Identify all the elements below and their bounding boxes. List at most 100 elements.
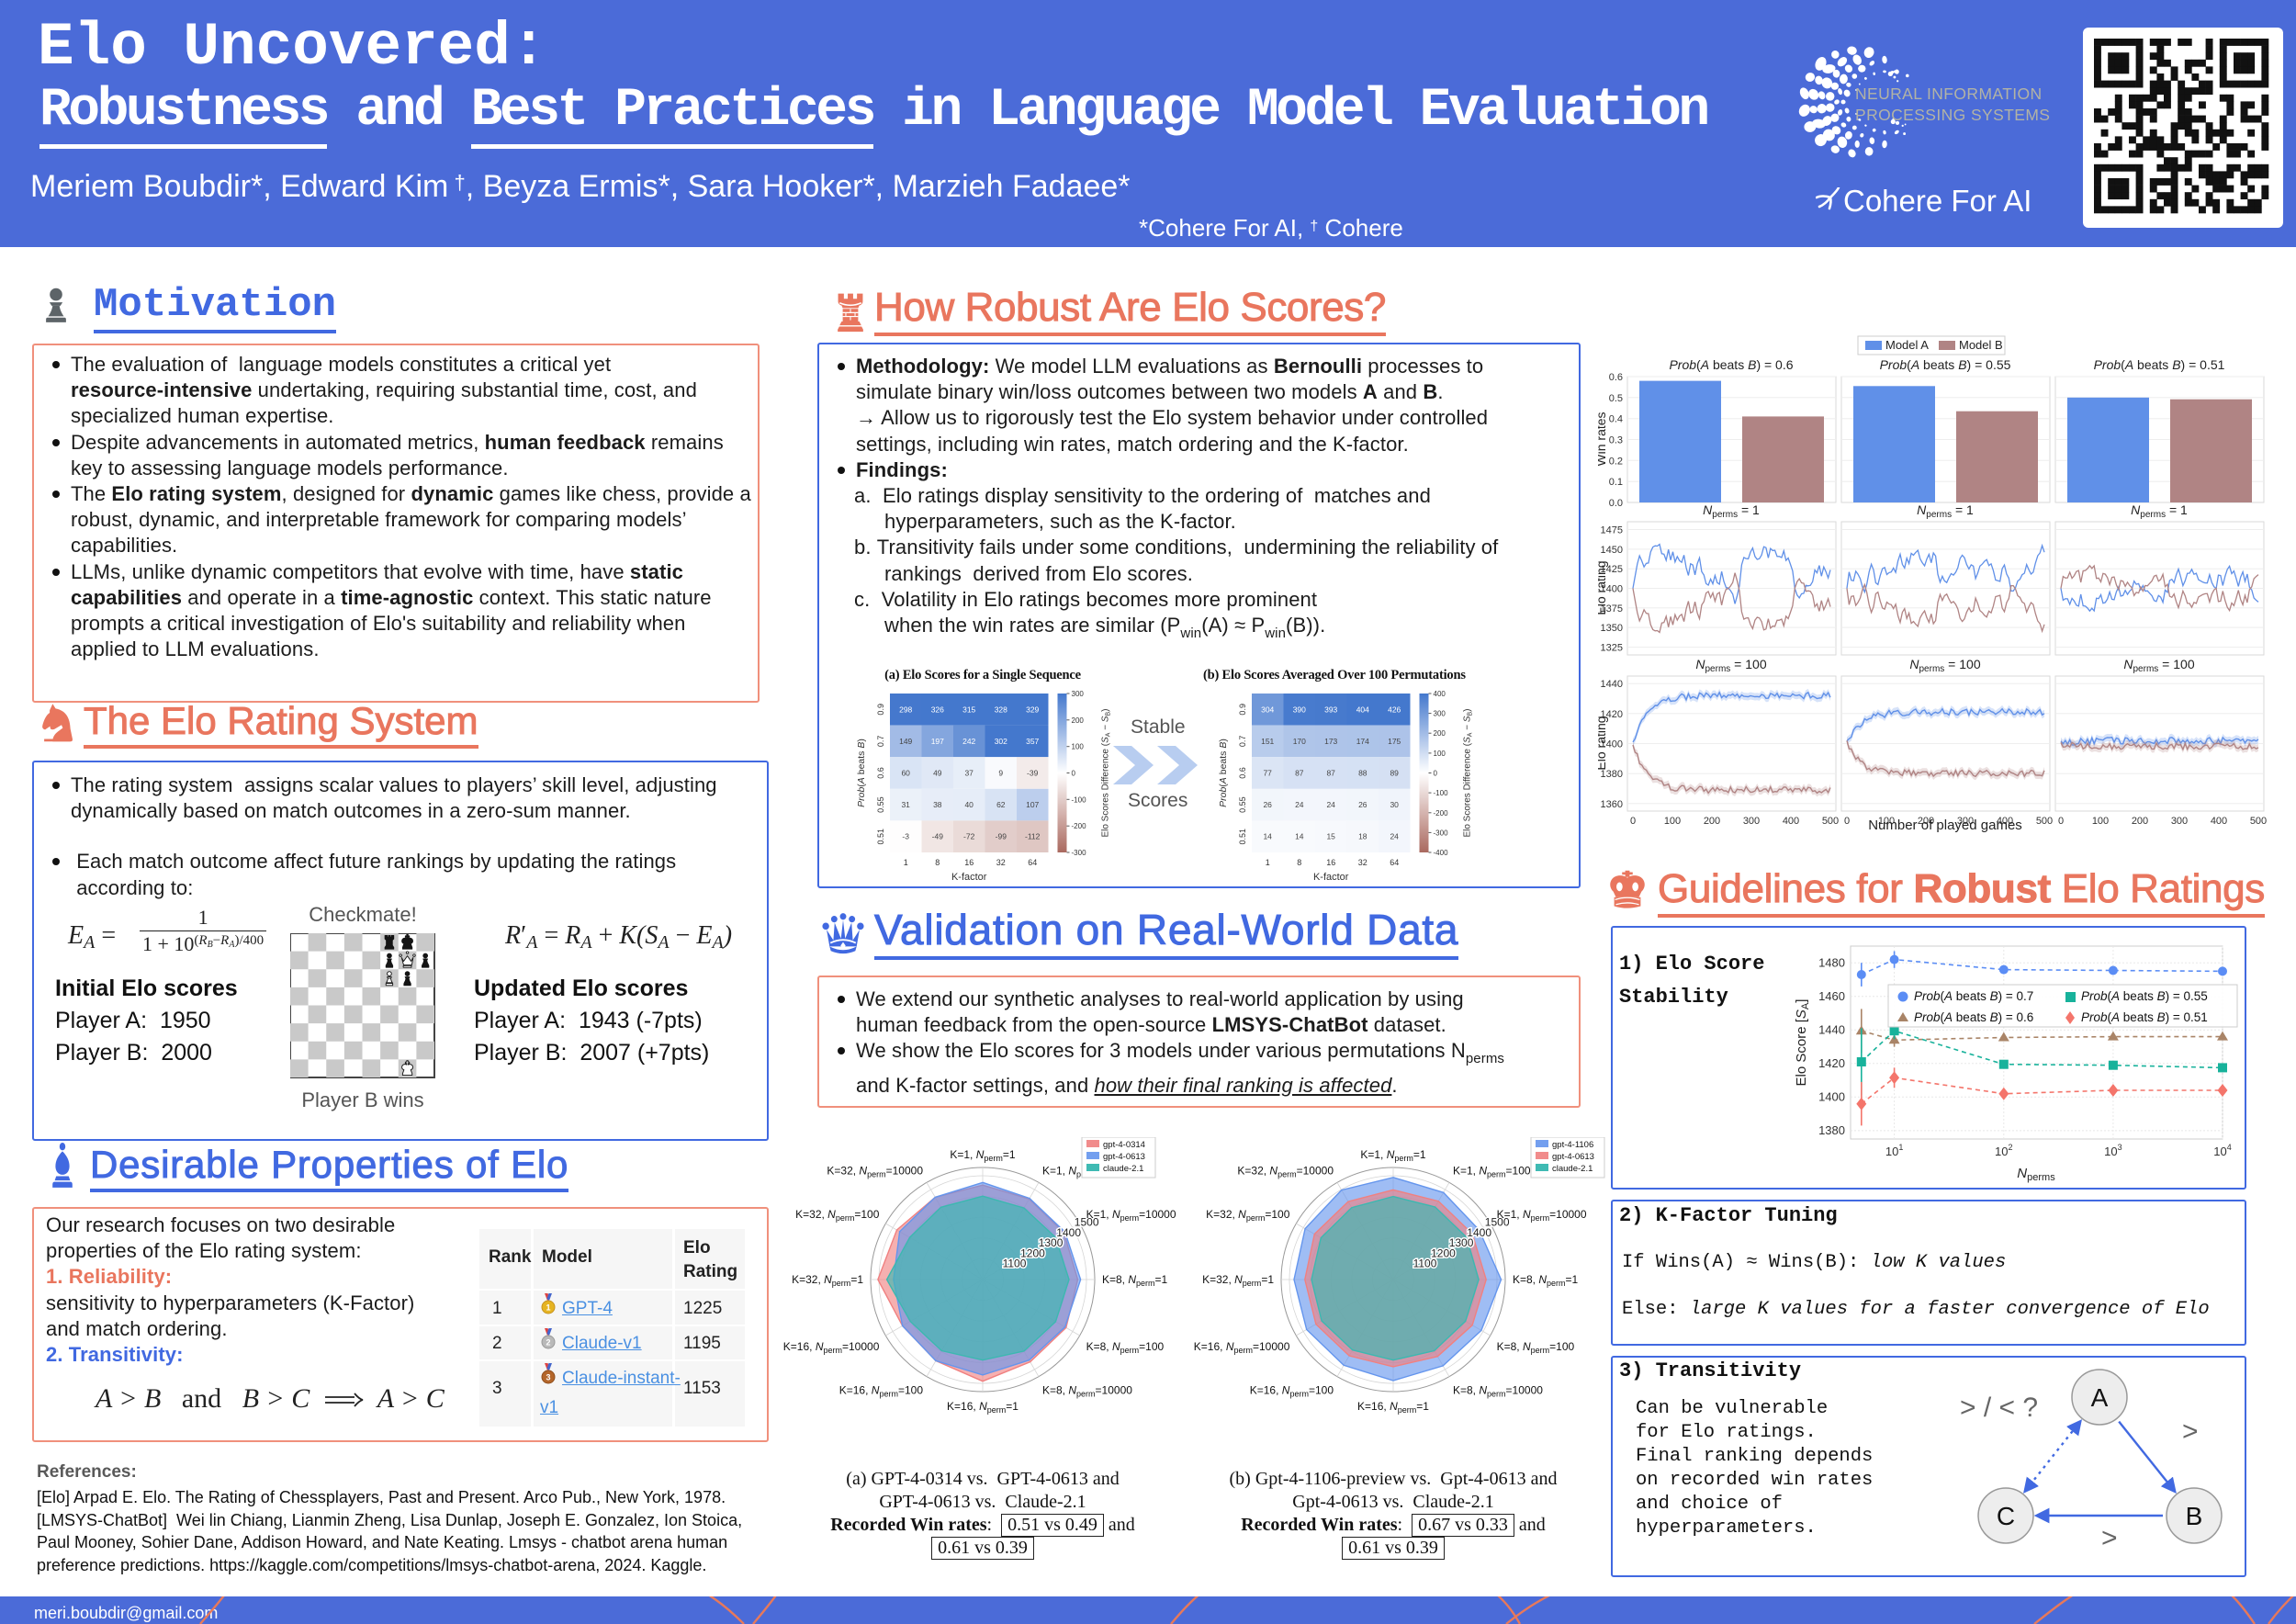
svg-text:K-factor: K-factor [951,872,987,883]
svg-text:NEURAL INFORMATION: NEURAL INFORMATION [1855,85,2043,103]
svg-text:1400: 1400 [1056,1226,1081,1239]
svg-text:Nperms = 100: Nperms = 100 [2123,657,2194,674]
svg-text:24: 24 [1326,800,1335,809]
svg-text:K=16, Nperm=1: K=16, Nperm=1 [947,1400,1019,1415]
svg-text:-400: -400 [1434,849,1449,857]
svg-text:1200: 1200 [1020,1246,1045,1259]
svg-text:1420: 1420 [1601,709,1623,720]
svg-text:304: 304 [1261,705,1274,714]
svg-text:300: 300 [1957,816,1974,827]
svg-text:K=32, Nperm=100: K=32, Nperm=100 [1206,1208,1290,1223]
svg-text:173: 173 [1324,737,1337,746]
svg-text:1375: 1375 [1601,603,1623,615]
svg-text:K=8, Nperm=100: K=8, Nperm=100 [1086,1340,1165,1355]
svg-text:K=16, Nperm=10000: K=16, Nperm=10000 [783,1340,880,1355]
svg-text:gpt-4-1106: gpt-4-1106 [1552,1140,1593,1150]
svg-text:Prob(A beats B) = 0.55: Prob(A beats B) = 0.55 [1880,357,2011,372]
svg-text:1: 1 [546,1303,550,1313]
svg-text:1450: 1450 [1601,545,1623,556]
svg-text:149: 149 [899,737,912,746]
svg-text:30: 30 [1390,800,1399,809]
svg-text:1325: 1325 [1601,643,1623,654]
svg-text:1440: 1440 [1601,679,1623,690]
svg-text:> / < ?: > / < ? [1960,1393,2038,1423]
svg-text:300: 300 [1743,816,1760,827]
svg-text:500: 500 [1822,816,1839,827]
svg-text:K=16, Nperm=100: K=16, Nperm=100 [1250,1384,1334,1399]
svg-text:-3: -3 [902,832,909,841]
svg-text:100: 100 [1878,816,1895,827]
svg-text:1400: 1400 [1601,584,1623,595]
svg-text:200: 200 [1072,716,1085,725]
svg-text:1420: 1420 [1818,1056,1845,1070]
svg-text:8: 8 [935,858,940,867]
svg-text:1350: 1350 [1601,623,1623,634]
svg-text:Elo rating: Elo rating [1598,716,1608,770]
svg-text:357: 357 [1026,737,1039,746]
svg-text:1100: 1100 [1413,1257,1437,1270]
svg-text:1460: 1460 [1818,989,1845,1003]
svg-text:18: 18 [1358,832,1367,841]
svg-text:0.51: 0.51 [1238,829,1247,845]
svg-text:gpt-4-0314: gpt-4-0314 [1103,1140,1145,1150]
svg-text:49: 49 [933,769,942,778]
svg-text:9: 9 [998,769,1003,778]
svg-text:88: 88 [1358,769,1367,778]
svg-text:-200: -200 [1072,822,1087,830]
svg-text:100: 100 [1434,750,1446,758]
svg-text:Prob(A beats B) = 0.6: Prob(A beats B) = 0.6 [1669,357,1793,372]
svg-text:Prob(A beats B) = 0.7: Prob(A beats B) = 0.7 [1914,989,2033,1003]
svg-text:40: 40 [964,800,974,809]
svg-text:0: 0 [1434,770,1438,778]
svg-text:0.2: 0.2 [1609,456,1623,467]
svg-text:K=16, Nperm=10000: K=16, Nperm=10000 [1194,1340,1290,1355]
svg-text:1300: 1300 [1039,1236,1064,1249]
svg-text:0: 0 [1072,770,1076,778]
svg-text:K=32, Nperm=1: K=32, Nperm=1 [1202,1273,1274,1288]
svg-text:500: 500 [2036,816,2053,827]
svg-text:1425: 1425 [1601,564,1623,575]
svg-text:Nperms = 1: Nperms = 1 [2131,502,2188,520]
svg-text:Prob(A beats B): Prob(A beats B) [1218,739,1229,807]
svg-text:0.9: 0.9 [1238,704,1247,716]
svg-text:1500: 1500 [1485,1216,1510,1229]
svg-text:174: 174 [1356,737,1369,746]
svg-text:200: 200 [2132,816,2148,827]
svg-text:claude-2.1: claude-2.1 [1552,1164,1593,1174]
svg-text:K=8, Nperm=100: K=8, Nperm=100 [1497,1340,1575,1355]
svg-text:390: 390 [1293,705,1306,714]
svg-text:64: 64 [1028,858,1037,867]
svg-text:-300: -300 [1072,849,1087,857]
svg-text:8: 8 [1297,858,1301,867]
svg-text:62: 62 [996,800,1006,809]
svg-text:0.9: 0.9 [876,704,885,716]
svg-text:Prob(A beats B): Prob(A beats B) [856,739,867,807]
svg-text:-99: -99 [996,832,1007,841]
svg-text:404: 404 [1356,705,1369,714]
svg-text:Nperms = 100: Nperms = 100 [1909,657,1980,674]
svg-text:26: 26 [1263,800,1272,809]
svg-text:0: 0 [1630,816,1636,827]
svg-text:Prob(A beats B) = 0.51: Prob(A beats B) = 0.51 [2081,1010,2208,1024]
svg-text:0: 0 [1844,816,1850,827]
svg-text:0.4: 0.4 [1609,414,1623,425]
svg-text:103: 103 [2104,1143,2122,1158]
svg-text:Cohere For AI: Cohere For AI [1843,187,2032,218]
svg-text:B: B [2186,1502,2203,1530]
svg-text:A: A [2091,1383,2109,1412]
svg-text:31: 31 [901,800,910,809]
svg-text:0.3: 0.3 [1609,435,1623,446]
svg-text:K=8, Nperm=10000: K=8, Nperm=10000 [1453,1384,1543,1399]
svg-text:89: 89 [1390,769,1399,778]
svg-text:400: 400 [2211,816,2227,827]
svg-text:87: 87 [1295,769,1304,778]
svg-text:1400: 1400 [1467,1226,1491,1239]
svg-text:gpt-4-0613: gpt-4-0613 [1103,1152,1145,1162]
svg-text:0.51: 0.51 [876,829,885,845]
svg-text:64: 64 [1390,858,1399,867]
svg-text:1500: 1500 [1075,1216,1099,1229]
svg-text:24: 24 [1390,832,1399,841]
svg-text:K=32, Nperm=10000: K=32, Nperm=10000 [827,1164,923,1179]
svg-text:298: 298 [899,705,912,714]
svg-text:Prob(A beats B) = 0.51: Prob(A beats B) = 0.51 [2094,357,2225,372]
